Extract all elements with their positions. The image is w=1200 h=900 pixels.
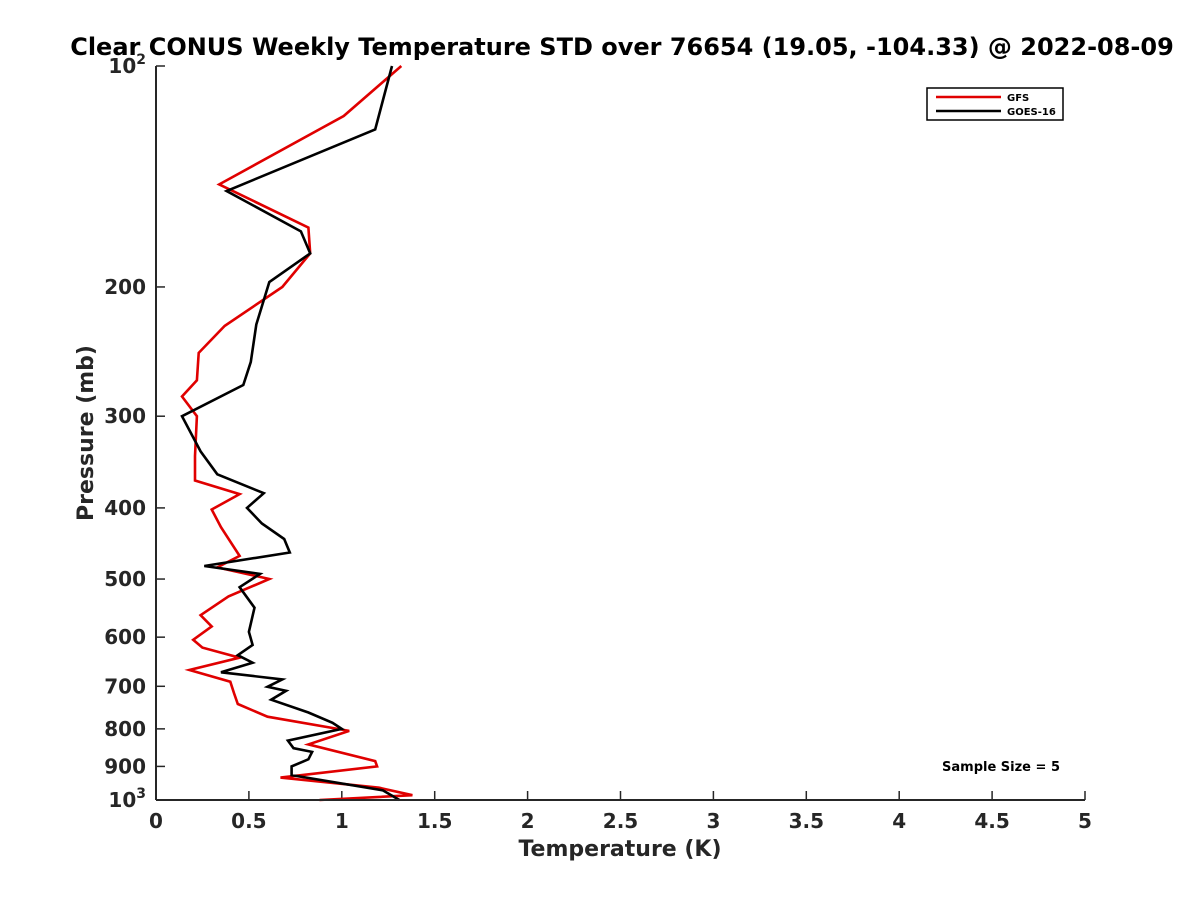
x-tick-label: 0 xyxy=(149,809,163,833)
y-tick-label: 300 xyxy=(104,404,146,428)
series-line-goes-16 xyxy=(180,65,401,802)
x-tick-label: 0.5 xyxy=(231,809,266,833)
series-line-gfs xyxy=(180,65,413,802)
x-tick-label: 3.5 xyxy=(789,809,824,833)
x-tick-label: 1 xyxy=(335,809,349,833)
legend: GFS GOES-16 xyxy=(926,87,1064,121)
y-tick-label: 400 xyxy=(104,496,146,520)
y-tick-label: 103 xyxy=(108,786,146,812)
sample-size-annotation: Sample Size = 5 xyxy=(942,760,1060,775)
y-axis-label: Pressure (mb) xyxy=(74,345,99,521)
x-tick-label: 1.5 xyxy=(417,809,452,833)
chart-title: Clear CONUS Weekly Temperature STD over … xyxy=(70,33,1174,61)
x-tick-label: 2 xyxy=(521,809,535,833)
series-layer xyxy=(180,65,413,802)
legend-label-gfs: GFS xyxy=(1007,93,1029,104)
x-tick-label: 4.5 xyxy=(974,809,1009,833)
y-axis-ticks: 102 200 300 400 500 600 700 800 900 103 xyxy=(104,52,165,812)
x-axis-label: Temperature (K) xyxy=(518,837,721,862)
y-tick-label: 800 xyxy=(104,717,146,741)
y-tick-label: 500 xyxy=(104,567,146,591)
y-tick-label: 600 xyxy=(104,625,146,649)
legend-label-goes16: GOES-16 xyxy=(1007,107,1056,118)
y-tick-label: 200 xyxy=(104,275,146,299)
x-tick-label: 5 xyxy=(1078,809,1092,833)
x-tick-label: 3 xyxy=(706,809,720,833)
legend-box xyxy=(926,87,1064,121)
x-tick-label: 2.5 xyxy=(603,809,638,833)
x-axis-ticks: 0 0.5 1 1.5 2 2.5 3 3.5 4 4.5 5 xyxy=(149,791,1092,833)
y-tick-label: 700 xyxy=(104,674,146,698)
x-tick-label: 4 xyxy=(892,809,906,833)
y-tick-label: 102 xyxy=(108,52,146,78)
y-tick-label: 900 xyxy=(104,754,146,778)
